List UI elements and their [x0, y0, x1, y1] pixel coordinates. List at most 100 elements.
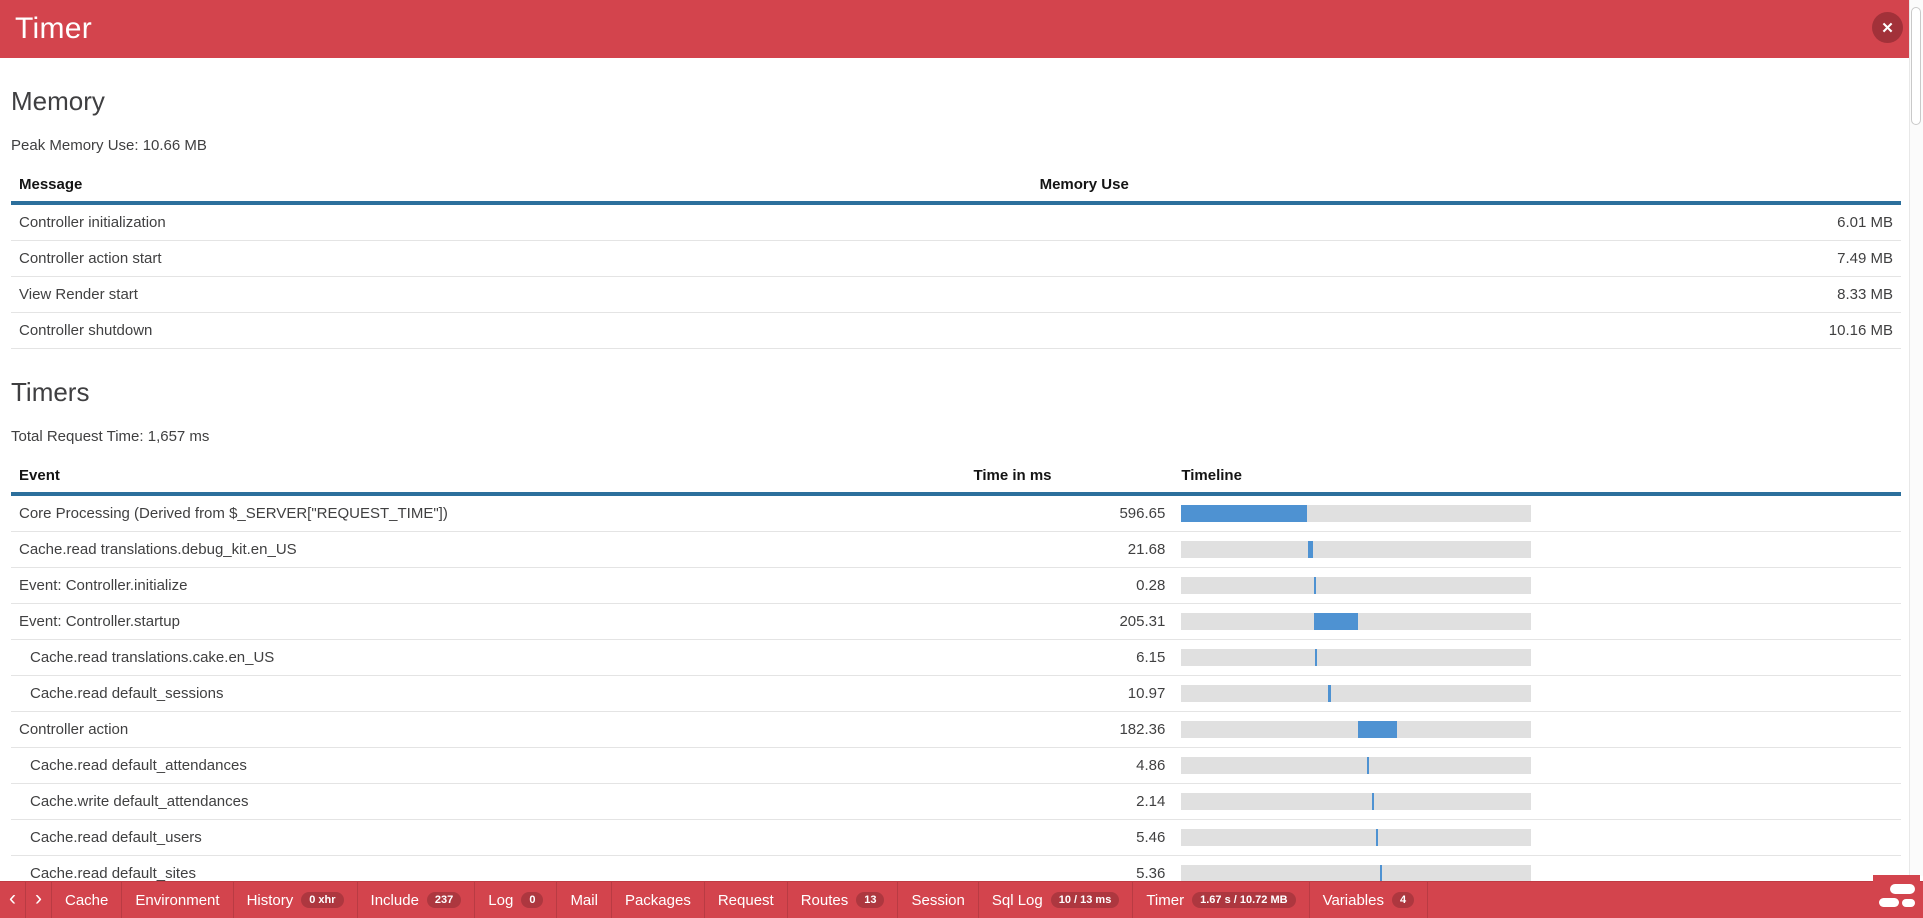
vertical-scrollbar[interactable] [1909, 0, 1923, 876]
toolbar-tab-label: Request [717, 891, 774, 909]
column-header-timeline: Timeline [1173, 459, 1901, 496]
message-cell: Controller action start [11, 240, 1032, 277]
toolbar-tab[interactable]: Cache [52, 882, 123, 918]
toolbar-tab[interactable]: History 0 xhr [234, 882, 358, 918]
timeline-track [1181, 577, 1532, 594]
time-cell: 10.97 [965, 675, 1174, 712]
event-cell: Controller action [11, 711, 966, 748]
panel-header: Timer ✕ [0, 0, 1923, 58]
timeline-cell [1173, 531, 1901, 568]
tab-badge: 0 xhr [301, 892, 344, 908]
time-cell: 6.15 [965, 639, 1174, 676]
tab-badge: 4 [1391, 892, 1415, 908]
timeline-bar [1308, 541, 1313, 558]
memory-use-cell: 10.16 MB [1031, 312, 1901, 349]
table-row: Cache.write default_attendances 2.14 [11, 783, 1901, 820]
event-cell: Event: Controller.initialize [11, 567, 966, 604]
timeline-track [1181, 685, 1532, 702]
close-button[interactable]: ✕ [1872, 12, 1903, 43]
toolbar-tab[interactable]: Packages [612, 882, 705, 918]
time-cell: 2.14 [965, 783, 1174, 820]
timeline-bar [1367, 757, 1370, 774]
memory-use-cell: 7.49 MB [1031, 240, 1901, 277]
tab-badge: 237 [426, 892, 462, 908]
panel-title: Timer [15, 12, 93, 45]
toolbar-tab-label: History [246, 891, 294, 909]
toolbar-tab[interactable]: Mail [557, 882, 612, 918]
panels-forward-button[interactable]: › [26, 882, 52, 918]
timeline-track [1181, 541, 1532, 558]
toolbar-tab[interactable]: Environment [122, 882, 234, 918]
table-row: Cache.read default_attendances 4.86 [11, 747, 1901, 784]
total-request-time-text: Total Request Time: 1,657 ms [11, 428, 210, 445]
timeline-cell [1173, 819, 1901, 856]
timeline-cell [1173, 603, 1901, 640]
timers-table-header-row: Event Time in ms Timeline [11, 459, 1901, 496]
timeline-cell [1173, 747, 1901, 784]
toolbar-tab-label: Sql Log [991, 891, 1043, 909]
table-row: Event: Controller.startup 205.31 [11, 603, 1901, 640]
toolbar-tab-label: Log [488, 891, 514, 909]
memory-heading: Memory [11, 86, 105, 116]
time-cell: 205.31 [965, 603, 1174, 640]
toolbar-tab[interactable]: Timer 1.67 s / 10.72 MB [1133, 882, 1310, 918]
timeline-bar [1328, 685, 1331, 702]
time-cell: 596.65 [965, 494, 1174, 532]
time-cell: 5.46 [965, 819, 1174, 856]
table-row: Controller action 182.36 [11, 711, 1901, 748]
toolbar-tab-label: Variables [1322, 891, 1384, 909]
debug-toolbar: ‹ › Cache Environment History 0 xhr Incl… [0, 881, 1923, 918]
toolbar-tab[interactable]: Routes 13 [788, 882, 899, 918]
column-header-time: Time in ms [965, 459, 1174, 496]
table-row: Controller action start 7.49 MB [11, 240, 1901, 277]
tab-badge: 10 / 13 ms [1050, 892, 1120, 908]
event-cell: Event: Controller.startup [11, 603, 966, 640]
timeline-cell [1173, 711, 1901, 748]
peak-memory-text: Peak Memory Use: 10.66 MB [11, 137, 207, 154]
memory-table: Message Memory Use Controller initializa… [11, 168, 1901, 349]
toolbar-tab-label: Mail [570, 891, 598, 909]
timers-heading: Timers [11, 377, 90, 407]
timeline-track [1181, 505, 1532, 522]
table-row: Cache.read translations.debug_kit.en_US … [11, 531, 1901, 568]
timeline-track [1181, 721, 1532, 738]
toolbar-tab[interactable]: Include 237 [358, 882, 476, 918]
event-cell: Cache.read default_sessions [11, 675, 966, 712]
timeline-bar [1375, 829, 1378, 846]
toolbar-tab[interactable]: Request [705, 882, 788, 918]
timeline-track [1181, 865, 1532, 882]
timeline-track [1181, 793, 1532, 810]
timeline-cell [1173, 567, 1901, 604]
toolbar-tab[interactable]: Log 0 [475, 882, 558, 918]
tab-badge: 13 [856, 892, 885, 908]
timeline-bar [1358, 721, 1397, 738]
toolbar-tab[interactable]: Sql Log 10 / 13 ms [979, 882, 1134, 918]
toolbar-tab-label: Cache [65, 891, 109, 909]
timeline-track [1181, 649, 1532, 666]
panels-back-button[interactable]: ‹ [0, 882, 26, 918]
event-cell: Cache.read translations.cake.en_US [11, 639, 966, 676]
column-header-memory-use: Memory Use [1031, 168, 1901, 205]
timeline-cell [1173, 783, 1901, 820]
toolbar-tab-label: Environment [135, 891, 220, 909]
table-row: Cache.read default_sessions 10.97 [11, 675, 1901, 712]
toolbar-tab[interactable]: Variables 4 [1310, 882, 1429, 918]
time-cell: 182.36 [965, 711, 1174, 748]
table-row: Event: Controller.initialize 0.28 [11, 567, 1901, 604]
event-cell: Core Processing (Derived from $_SERVER["… [11, 494, 966, 532]
memory-use-cell: 6.01 MB [1031, 203, 1901, 241]
event-cell: Cache.write default_attendances [11, 783, 966, 820]
timeline-bar [1379, 865, 1382, 882]
timeline-cell [1173, 494, 1901, 532]
timeline-cell [1173, 639, 1901, 676]
toolbar-tab[interactable]: Session [898, 882, 979, 918]
message-cell: View Render start [11, 276, 1032, 313]
scrollbar-thumb[interactable] [1911, 7, 1921, 125]
time-cell: 21.68 [965, 531, 1174, 568]
column-header-message: Message [11, 168, 1032, 205]
timeline-bar [1314, 577, 1317, 594]
cake-logo-button[interactable] [1873, 875, 1920, 918]
panel-content: Memory Peak Memory Use: 10.66 MB Message… [0, 86, 1923, 918]
memory-use-cell: 8.33 MB [1031, 276, 1901, 313]
toolbar-tab-label: Include [370, 891, 419, 909]
